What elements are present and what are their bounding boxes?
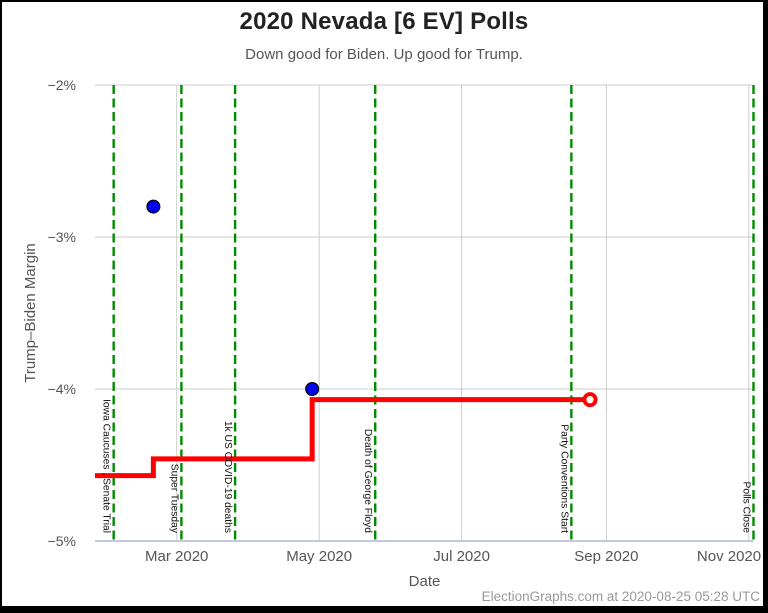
event-label: Death of George Floyd: [362, 429, 373, 533]
event-label: Iowa Caucuses , Senate Trial: [101, 399, 112, 533]
average-line-group: [95, 397, 591, 479]
event-label: 1k US COVID-19 deaths: [222, 421, 233, 533]
frame-border-bottom: [0, 606, 768, 613]
frame-border-right: [763, 0, 768, 613]
y-tick-label: −4%: [48, 381, 76, 397]
x-tick-label: Mar 2020: [145, 548, 208, 565]
chart-title: 2020 Nevada [6 EV] Polls: [239, 8, 529, 35]
x-tick-label: Sep 2020: [574, 548, 638, 565]
y-tick-label: −3%: [48, 229, 76, 245]
y-tick-labels: −2% −3% −4% −5%: [48, 77, 76, 549]
x-gridlines: [176, 85, 750, 541]
poll-point[interactable]: [305, 382, 320, 397]
y-gridlines: [95, 84, 754, 542]
event-label: Party Conventions Start: [558, 424, 569, 533]
footer-attribution: ElectionGraphs.com at 2020-08-25 05:28 U…: [481, 589, 760, 604]
endpoint-marker-group: [582, 392, 598, 408]
poll-point[interactable]: [146, 199, 161, 214]
frame-border-left: [0, 0, 2, 613]
endpoint-marker[interactable]: [582, 392, 598, 408]
chart-subtitle: Down good for Biden. Up good for Trump.: [245, 46, 523, 63]
event-label: Super Tuesday: [168, 464, 179, 534]
x-tick-label: Jul 2020: [433, 548, 490, 565]
x-tick-label: May 2020: [286, 548, 352, 565]
poll-points: [146, 199, 320, 397]
frame-border-top: [0, 0, 768, 2]
y-tick-label: −5%: [48, 533, 76, 549]
average-line: [95, 397, 591, 479]
x-tick-label: Nov 2020: [697, 548, 761, 565]
x-axis-title: Date: [408, 573, 441, 590]
event-label: Polls Close: [741, 481, 752, 533]
y-tick-label: −2%: [48, 77, 76, 93]
event-lines: [112, 85, 755, 541]
event-labels: Iowa Caucuses , Senate Trial Super Tuesda…: [101, 399, 752, 534]
x-tick-labels: Mar 2020 May 2020 Jul 2020 Sep 2020 Nov 2020: [145, 548, 761, 565]
